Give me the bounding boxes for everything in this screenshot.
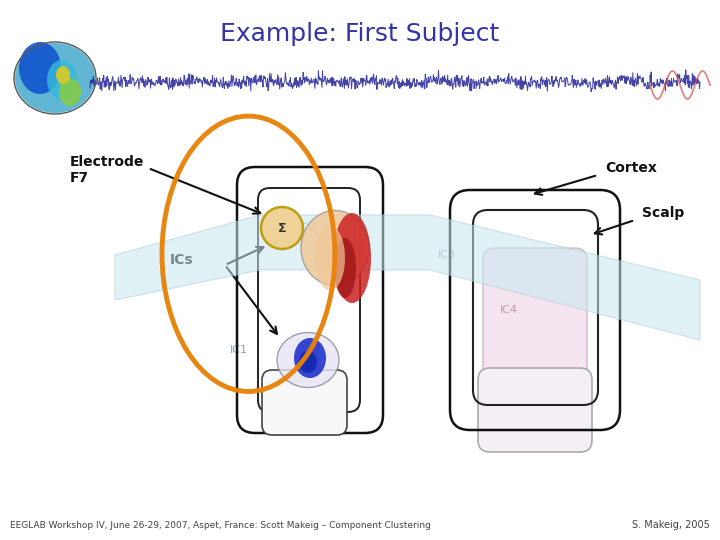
Polygon shape [115, 215, 700, 340]
Text: Example: First Subject: Example: First Subject [220, 22, 500, 46]
Ellipse shape [59, 78, 81, 106]
Text: IC4: IC4 [500, 305, 518, 315]
Text: Electrode
F7: Electrode F7 [70, 155, 145, 185]
Ellipse shape [294, 338, 326, 378]
Ellipse shape [315, 226, 345, 291]
FancyBboxPatch shape [483, 248, 587, 382]
Text: Σ: Σ [278, 221, 287, 234]
Text: IC3: IC3 [438, 250, 456, 260]
Ellipse shape [299, 351, 317, 373]
Text: IC2: IC2 [298, 223, 316, 233]
Ellipse shape [19, 42, 61, 94]
Ellipse shape [47, 60, 77, 100]
Ellipse shape [15, 43, 95, 113]
Ellipse shape [301, 211, 369, 286]
Ellipse shape [56, 66, 70, 84]
FancyBboxPatch shape [262, 370, 347, 435]
Ellipse shape [261, 207, 303, 249]
FancyBboxPatch shape [478, 368, 592, 452]
Text: S. Makeig, 2005: S. Makeig, 2005 [632, 520, 710, 530]
Ellipse shape [333, 213, 371, 303]
Text: Scalp: Scalp [642, 206, 684, 220]
Text: EEGLAB Workshop IV, June 26-29, 2007, Aspet, France: Scott Makeig – Component Cl: EEGLAB Workshop IV, June 26-29, 2007, As… [10, 521, 431, 530]
Text: IC1: IC1 [230, 345, 248, 355]
Text: Cortex: Cortex [605, 161, 657, 175]
Ellipse shape [334, 238, 356, 298]
Text: ICs: ICs [170, 253, 194, 267]
Ellipse shape [277, 333, 339, 388]
